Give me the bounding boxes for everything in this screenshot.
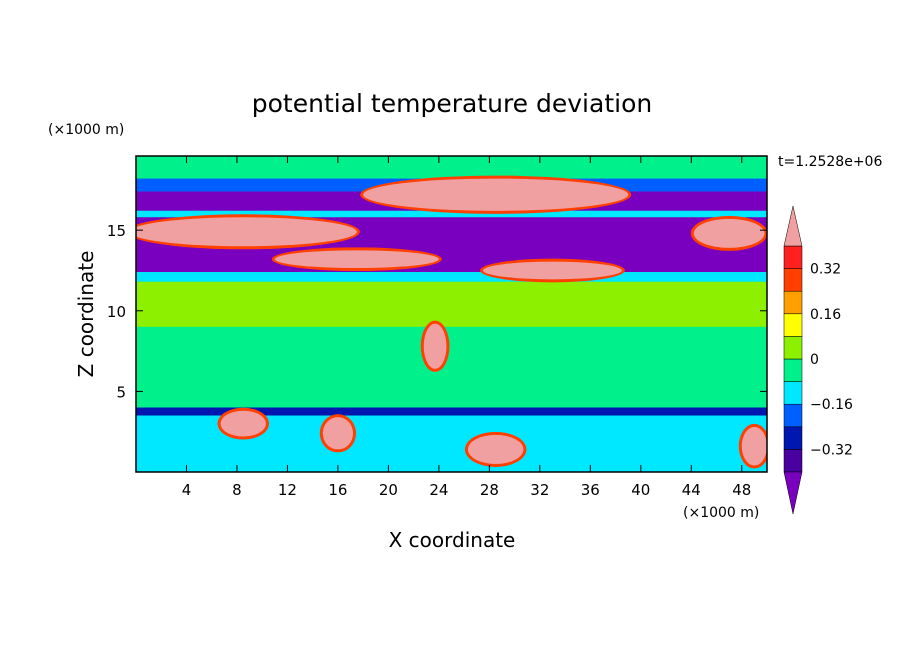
plot-area bbox=[135, 155, 768, 473]
x-tick-label: 24 bbox=[429, 481, 448, 499]
colorbar-bottom-arrow bbox=[783, 471, 803, 515]
warm-anomaly-regions bbox=[136, 175, 767, 469]
warm-region-7 bbox=[322, 417, 354, 450]
chart-title: potential temperature deviation bbox=[252, 89, 652, 118]
x-tick-label: 12 bbox=[278, 481, 297, 499]
x-tick-label: 16 bbox=[328, 481, 347, 499]
x-tick-label: 40 bbox=[631, 481, 650, 499]
colorbar-tick-label: −0.16 bbox=[810, 397, 853, 413]
y-unit-label: (×1000 m) bbox=[48, 122, 124, 138]
time-label: t=1.2528e+06 bbox=[778, 154, 882, 170]
temperature-band-7 bbox=[136, 326, 767, 408]
x-tick-label: 36 bbox=[581, 481, 600, 499]
colorbar-tick-label: 0 bbox=[810, 352, 819, 368]
y-tick-label: 15 bbox=[107, 222, 126, 240]
warm-region-3 bbox=[483, 261, 622, 280]
x-unit-label: (×1000 m) bbox=[683, 505, 759, 521]
y-axis: 5 10 15 bbox=[107, 222, 767, 401]
temperature-band-5 bbox=[136, 272, 767, 282]
warm-region-8 bbox=[467, 434, 524, 464]
colorbar-segment bbox=[783, 336, 803, 360]
temperature-band-0 bbox=[136, 156, 767, 179]
x-axis-label: X coordinate bbox=[389, 528, 516, 552]
y-tick-label: 10 bbox=[107, 303, 126, 321]
colorbar-segment bbox=[783, 268, 803, 292]
x-tick-label: 8 bbox=[232, 481, 242, 499]
x-tick-label: 32 bbox=[530, 481, 549, 499]
warm-region-2 bbox=[363, 178, 629, 211]
colorbar-tick-label: 0.16 bbox=[810, 307, 841, 323]
colorbar-segment bbox=[783, 358, 803, 382]
colorbar-segment bbox=[783, 426, 803, 450]
colorbar-segment bbox=[783, 449, 803, 473]
temperature-band-6 bbox=[136, 281, 767, 327]
warm-region-5 bbox=[423, 323, 447, 369]
temperature-band-3 bbox=[136, 210, 767, 218]
warm-region-4 bbox=[693, 218, 765, 248]
colorbar-segment bbox=[783, 403, 803, 428]
colorbar: 0.32 0.16 0 −0.16 −0.32 bbox=[783, 205, 853, 515]
x-tick-label: 48 bbox=[732, 481, 751, 499]
y-axis-label: Z coordinate bbox=[74, 251, 98, 378]
warm-region-6 bbox=[220, 410, 266, 437]
y-tick-label: 5 bbox=[116, 383, 126, 401]
warm-region-9 bbox=[741, 426, 767, 466]
plot-frame bbox=[135, 155, 768, 473]
x-tick-label: 20 bbox=[379, 481, 398, 499]
warm-region-1 bbox=[274, 250, 439, 269]
x-tick-label: 4 bbox=[182, 481, 192, 499]
x-tick-label: 44 bbox=[682, 481, 701, 499]
x-axis: 4 8 12 16 20 24 28 32 36 40 44 48 bbox=[182, 156, 751, 499]
temperature-bands bbox=[136, 156, 767, 472]
warm-region-0 bbox=[136, 217, 357, 247]
colorbar-tick-label: 0.32 bbox=[810, 262, 841, 278]
colorbar-segment bbox=[783, 381, 803, 405]
temperature-band-8 bbox=[136, 407, 767, 416]
x-tick-label: 28 bbox=[480, 481, 499, 499]
colorbar-top-arrow bbox=[783, 205, 803, 247]
colorbar-segment bbox=[783, 245, 803, 269]
colorbar-tick-label: −0.32 bbox=[810, 442, 853, 458]
colorbar-segment bbox=[783, 313, 803, 337]
colorbar-segment bbox=[783, 290, 803, 315]
